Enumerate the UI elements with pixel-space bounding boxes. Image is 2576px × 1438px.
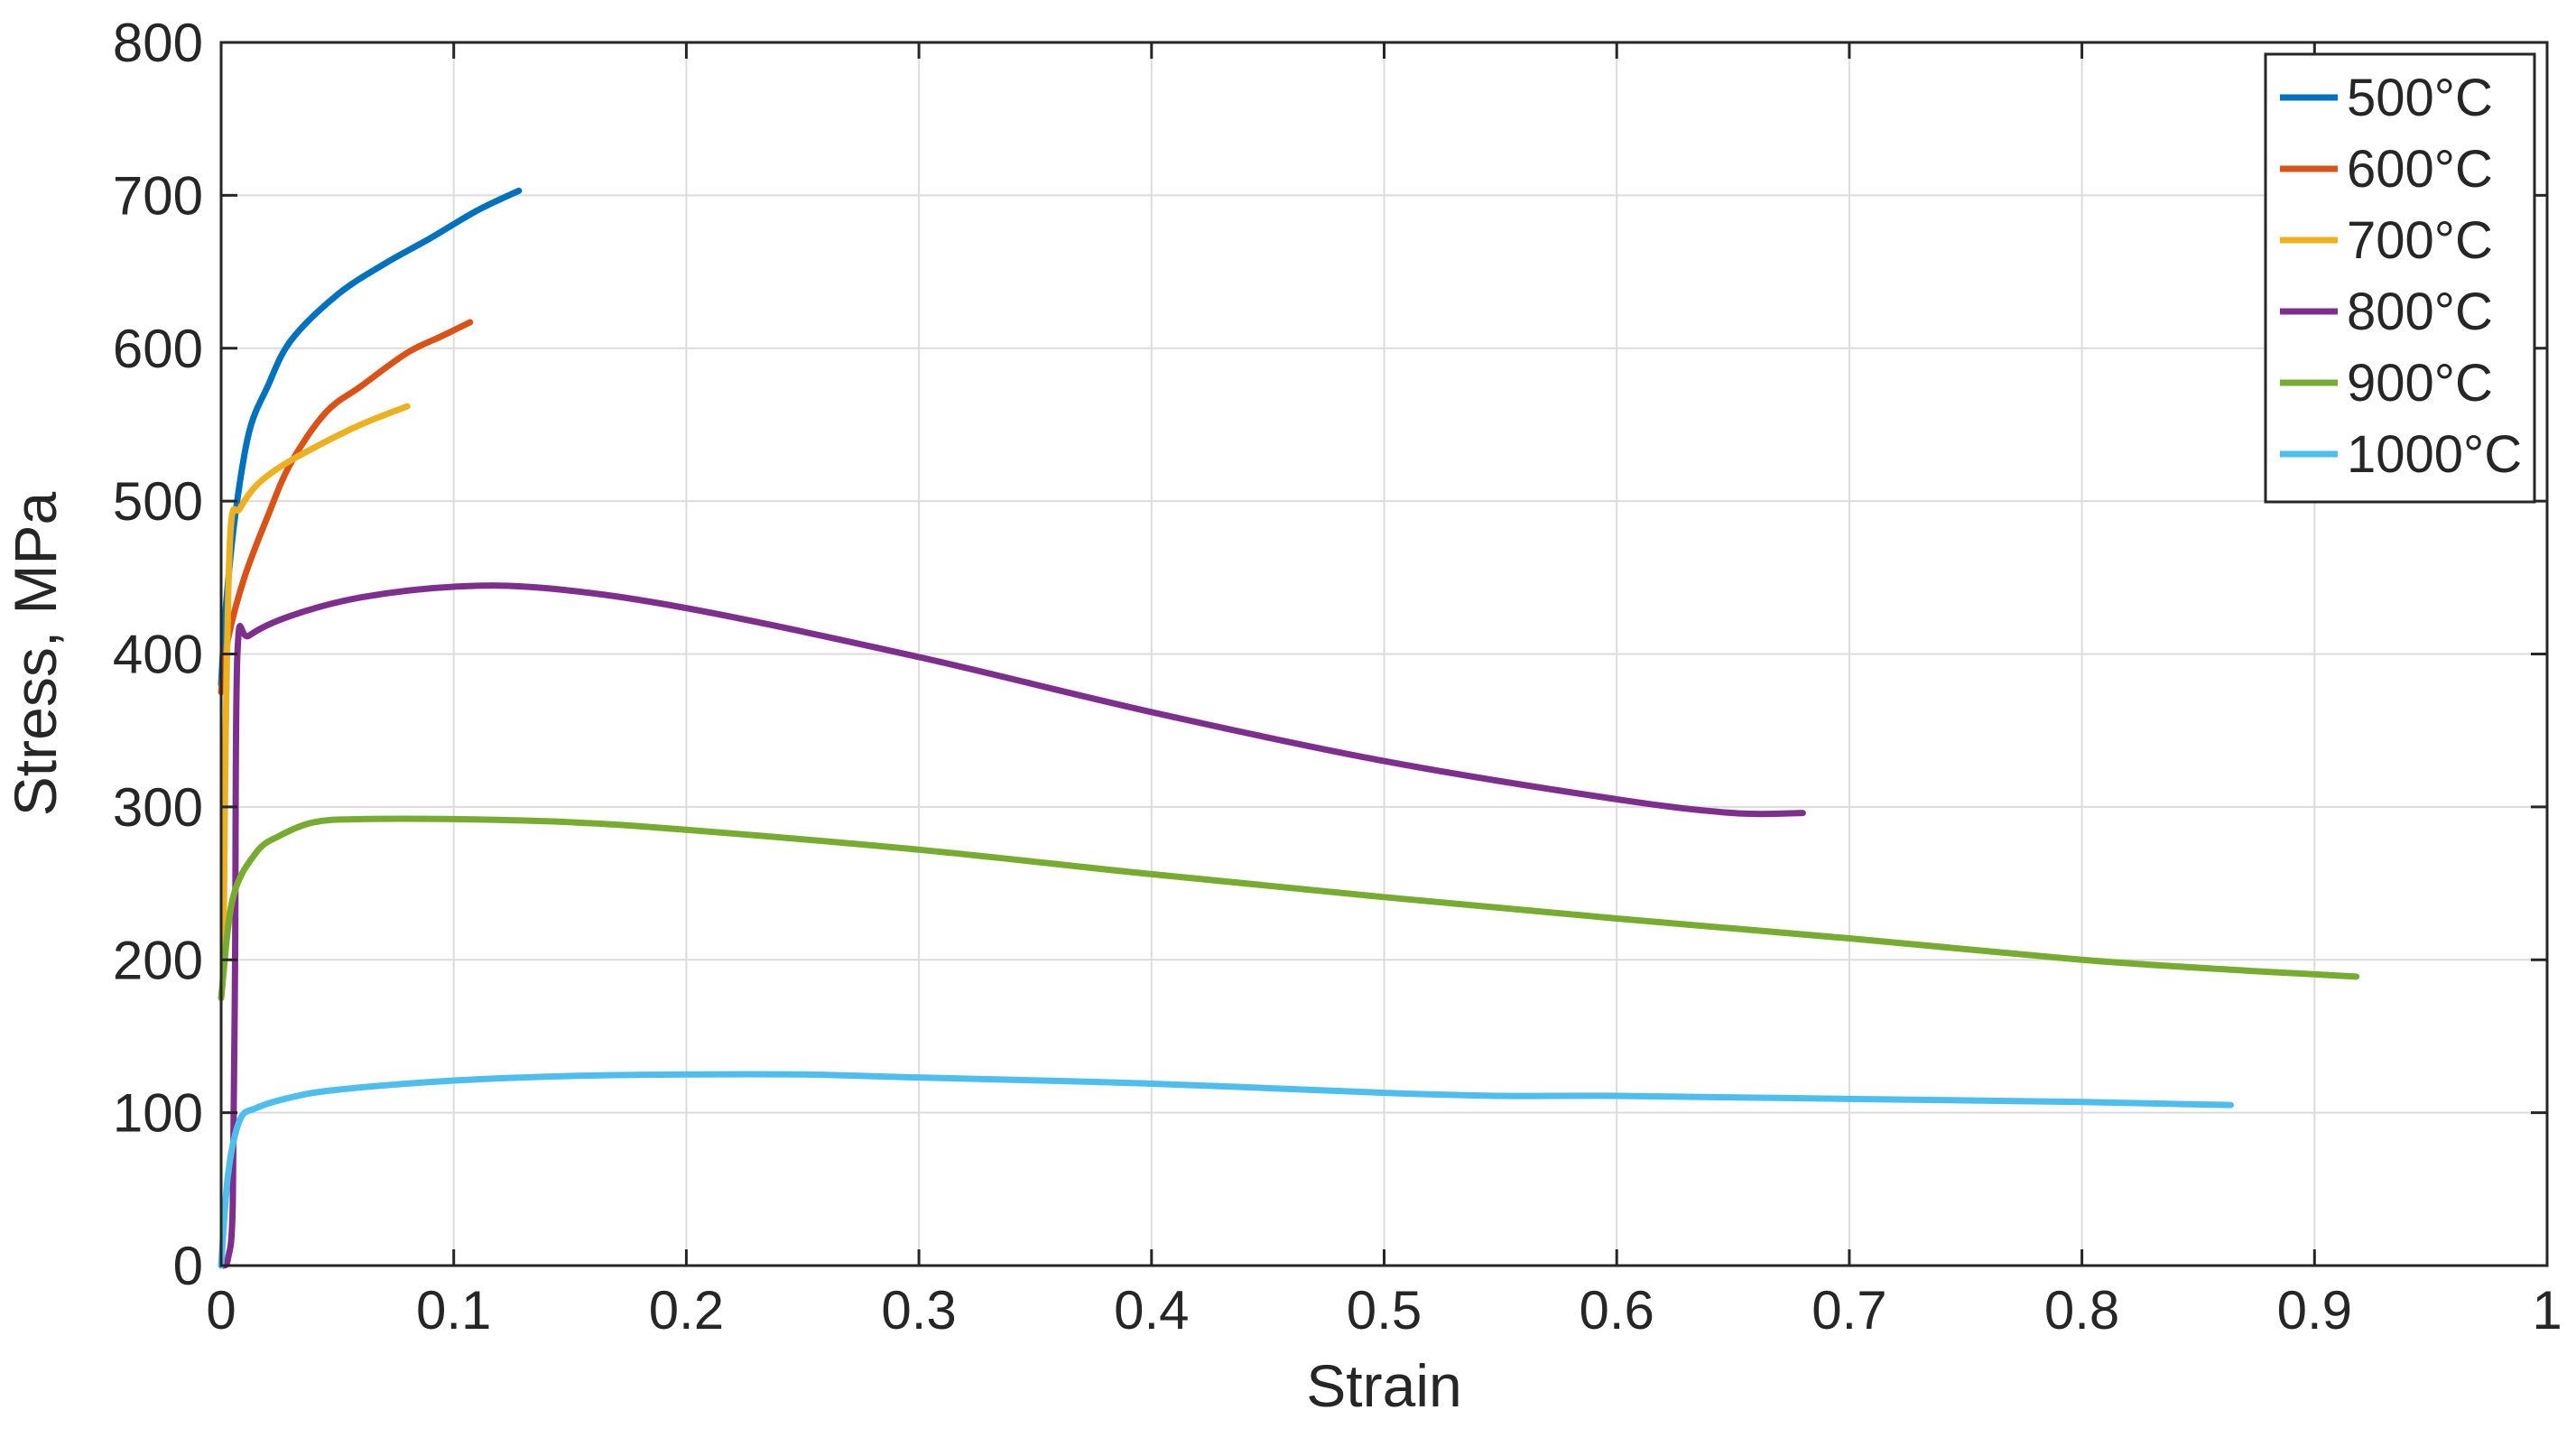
y-tick-label: 200: [113, 930, 203, 990]
y-tick-label: 400: [113, 625, 203, 685]
y-tick-label: 700: [113, 165, 203, 226]
x-tick-label: 0.2: [649, 1280, 724, 1341]
legend-label-1000C: 1000°C: [2347, 425, 2522, 484]
x-tick-label: 0.8: [2044, 1280, 2119, 1341]
series-line-500C: [218, 187, 523, 688]
series-line-900C: [218, 815, 2360, 1002]
tick-layer: 0 0.1 0.2 0.3 0.4 0.5 0.6 0.7 0.8 0.9 1 0 100 200 300 4…: [113, 13, 2562, 1341]
series-layer: [218, 187, 2360, 1269]
series-line-600C: [218, 319, 474, 696]
x-tick-label: 0.7: [1812, 1280, 1886, 1341]
legend-label-500C: 500°C: [2347, 69, 2493, 127]
y-tick-label: 100: [113, 1083, 203, 1144]
legend-label-900C: 900°C: [2347, 354, 2493, 413]
y-tick-label: 500: [113, 471, 203, 532]
x-tick-label: 0.6: [1579, 1280, 1654, 1341]
y-tick-label: 600: [113, 319, 203, 379]
series-line-800C: [220, 582, 1806, 1269]
y-tick-label: 0: [173, 1236, 203, 1296]
y-tick-label: 300: [113, 777, 203, 838]
legend-label-600C: 600°C: [2347, 140, 2493, 199]
legend-label-800C: 800°C: [2347, 283, 2493, 341]
y-tick-label: 800: [113, 13, 203, 73]
x-tick-label: 1: [2532, 1280, 2562, 1341]
x-tick-label: 0.5: [1347, 1280, 1422, 1341]
legend: 500°C 600°C 700°C 800°C 900°C 1000°C: [2264, 52, 2536, 504]
x-tick-label: 0: [206, 1280, 236, 1341]
series-line-700C: [220, 403, 411, 963]
x-tick-label: 0.4: [1114, 1280, 1189, 1341]
legend-box: [2264, 52, 2536, 504]
x-tick-label: 0.9: [2277, 1280, 2352, 1341]
legend-label-700C: 700°C: [2347, 211, 2493, 270]
grid-layer: [221, 42, 2547, 1266]
x-tick-label: 0.1: [416, 1280, 491, 1341]
y-axis-label: Stress, MPa: [2, 492, 69, 817]
x-axis-label: Strain: [1306, 1352, 1461, 1419]
series-line-1000C: [218, 1071, 2235, 1269]
x-tick-label: 0.3: [881, 1280, 956, 1341]
